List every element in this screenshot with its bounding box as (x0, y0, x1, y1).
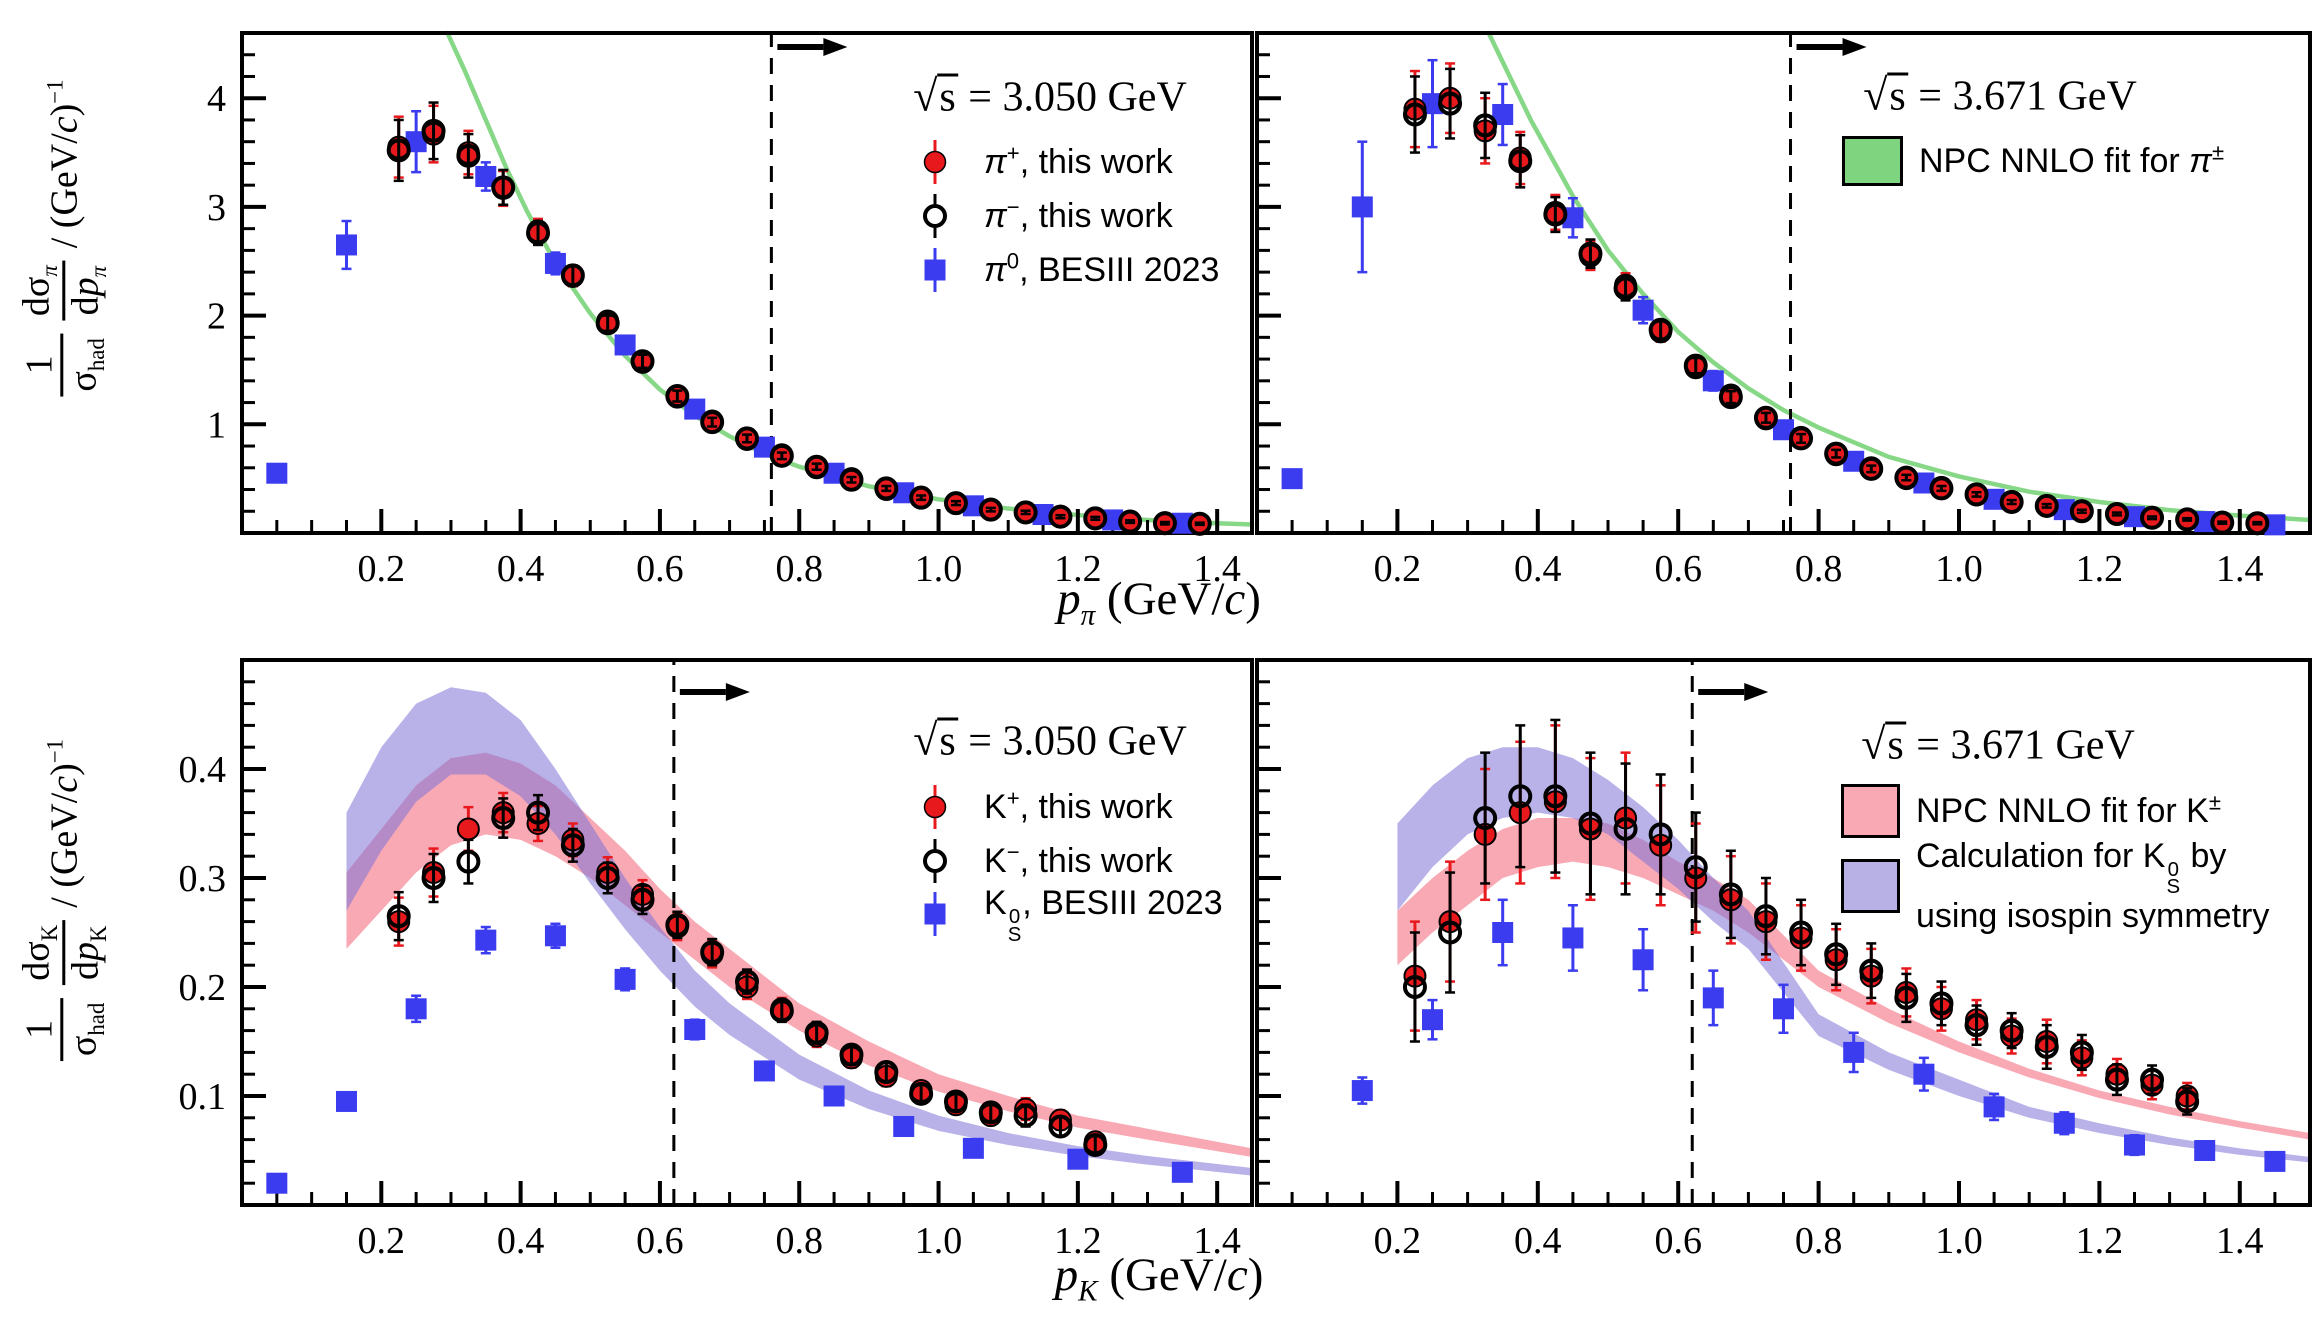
plot-frame (240, 31, 1254, 535)
plot-pi-3671: 0.2 0.4 0.6 0.8 1.0 1.2 1.4 (1255, 30, 2313, 590)
svg-text:0.2: 0.2 (179, 967, 227, 1009)
svg-text:0.2: 0.2 (1374, 1220, 1422, 1262)
axis-ticks (242, 680, 1220, 1205)
svg-text:1.4: 1.4 (1193, 1220, 1241, 1262)
panel-k-3050: 0.2 0.4 0.6 0.8 1.0 1.2 1.4 0.1 0.2 0.3 0.4 √s = 3… (0, 640, 1254, 1320)
svg-text:0.4: 0.4 (1514, 548, 1562, 590)
svg-text:1.4: 1.4 (2216, 1220, 2264, 1262)
frac-dsigma-dp: dσK dpK (15, 920, 112, 986)
x-axis-label-k: pK (GeV/c) (1054, 1249, 1264, 1308)
svg-text:1.4: 1.4 (2216, 548, 2264, 590)
npc-nnlo-fit-pi (1486, 30, 2313, 523)
svg-text:1: 1 (207, 404, 226, 446)
x-tick-labels: 0.2 0.4 0.6 0.8 1.0 1.2 1.4 (1374, 548, 2264, 590)
right-arrow-icon (679, 683, 750, 701)
y-axis-units: / (GeV/c)−1 (42, 79, 85, 249)
x-tick-labels: 0.2 0.4 0.6 0.8 1.0 1.2 1.4 (1374, 1220, 2264, 1262)
svg-text:0.8: 0.8 (1795, 1220, 1843, 1262)
panel-pi-3671: 0.2 0.4 0.6 0.8 1.0 1.2 1.4 √s = 3.671 GeV NPC … (1252, 0, 2318, 640)
panel-pi-3050: 0.2 0.4 0.6 0.8 1.0 1.2 1.4 1 2 3 4 √s = 3.050 GeV… (0, 0, 1255, 640)
axis-ticks (1257, 680, 2277, 1205)
npc-nnlo-fit-k-band (346, 752, 1252, 1158)
plot-k-3050: 0.2 0.4 0.6 0.8 1.0 1.2 1.4 0.1 0.2 0.3 0.4 (179, 658, 1254, 1262)
svg-text:0.6: 0.6 (1654, 548, 1702, 590)
series-pi0-besiii-2023 (1281, 58, 2286, 536)
frac-dsigma-dp: dσπ dpπ (15, 260, 112, 321)
series-k-minus-this-work (1402, 718, 2200, 1116)
panel-k-3671: 0.2 0.4 0.6 0.8 1.0 1.2 1.4 √s = 3.671 GeV NPC … (1252, 640, 2318, 1320)
svg-text:0.6: 0.6 (636, 548, 684, 590)
axis-ticks (1257, 53, 2277, 533)
svg-text:0.8: 0.8 (775, 1220, 823, 1262)
svg-text:3: 3 (207, 187, 226, 229)
series-pi-minus-this-work (1402, 67, 2270, 536)
y-axis-units: / (GeV/c)−1 (42, 738, 85, 908)
x-axis-label-pi: pπ (GeV/c) (1057, 573, 1261, 632)
svg-text:1.0: 1.0 (1935, 1220, 1983, 1262)
series-k0s-besiii-2023 (1351, 898, 2286, 1172)
svg-text:2: 2 (207, 296, 226, 338)
svg-text:1.4: 1.4 (1193, 548, 1241, 590)
plot-frame (240, 658, 1254, 1207)
x-tick-labels: 0.2 0.4 0.6 0.8 1.0 1.2 1.4 (358, 1220, 1241, 1262)
svg-text:1.2: 1.2 (1054, 548, 1102, 590)
svg-text:1.0: 1.0 (915, 1220, 963, 1262)
svg-text:0.3: 0.3 (179, 858, 227, 900)
right-arrow-icon (777, 38, 848, 56)
svg-text:0.1: 0.1 (179, 1076, 227, 1118)
svg-text:0.2: 0.2 (1374, 548, 1422, 590)
svg-text:1.0: 1.0 (1935, 548, 1983, 590)
svg-text:1.2: 1.2 (2076, 548, 2124, 590)
svg-text:4: 4 (207, 78, 226, 120)
svg-text:1.2: 1.2 (2076, 1220, 2124, 1262)
y-tick-labels: 0.1 0.2 0.3 0.4 (179, 749, 227, 1118)
svg-text:0.8: 0.8 (775, 548, 823, 590)
svg-text:0.6: 0.6 (1654, 1220, 1702, 1262)
y-axis-label-k: 1 σhad dσK dpK / (GeV/c)−1 (15, 738, 112, 1062)
series-k0s-besiii-2023 (266, 922, 1193, 1194)
y-axis-label-pi: 1 σhad dσπ dpπ / (GeV/c)−1 (15, 79, 112, 397)
right-arrow-icon (1796, 38, 1867, 56)
x-tick-labels: 0.2 0.4 0.6 0.8 1.0 1.2 1.4 (358, 548, 1241, 590)
svg-text:0.2: 0.2 (358, 1220, 406, 1262)
isospin-calc-k0-band (1397, 747, 2310, 1163)
svg-text:0.8: 0.8 (1795, 548, 1843, 590)
svg-text:1.0: 1.0 (915, 548, 963, 590)
isospin-calc-k0-band (346, 687, 1252, 1176)
npc-nnlo-fit-k-band (1397, 818, 2310, 1140)
series-pi-plus-this-work (387, 104, 1212, 536)
series-pi0-besiii-2023 (266, 110, 1193, 534)
frac-one-over-sigma-had: 1 σhad (18, 997, 110, 1062)
svg-text:0.4: 0.4 (179, 749, 227, 791)
plot-k-3671: 0.2 0.4 0.6 0.8 1.0 1.2 1.4 (1255, 658, 2312, 1262)
y-tick-labels: 1 2 3 4 (207, 78, 226, 446)
svg-text:0.2: 0.2 (358, 548, 406, 590)
svg-text:0.4: 0.4 (497, 548, 545, 590)
svg-text:0.4: 0.4 (1514, 1220, 1562, 1262)
svg-text:0.4: 0.4 (497, 1220, 545, 1262)
plot-pi-3050: 0.2 0.4 0.6 0.8 1.0 1.2 1.4 1 2 3 4 (207, 30, 1255, 590)
axis-ticks (242, 53, 1220, 533)
right-arrow-icon (1698, 683, 1769, 701)
svg-text:1.2: 1.2 (1054, 1220, 1102, 1262)
series-pi-minus-this-work (386, 101, 1212, 536)
svg-text:0.6: 0.6 (636, 1220, 684, 1262)
frac-one-over-sigma-had: 1 σhad (18, 333, 110, 397)
series-k-minus-this-work (386, 793, 1108, 1158)
